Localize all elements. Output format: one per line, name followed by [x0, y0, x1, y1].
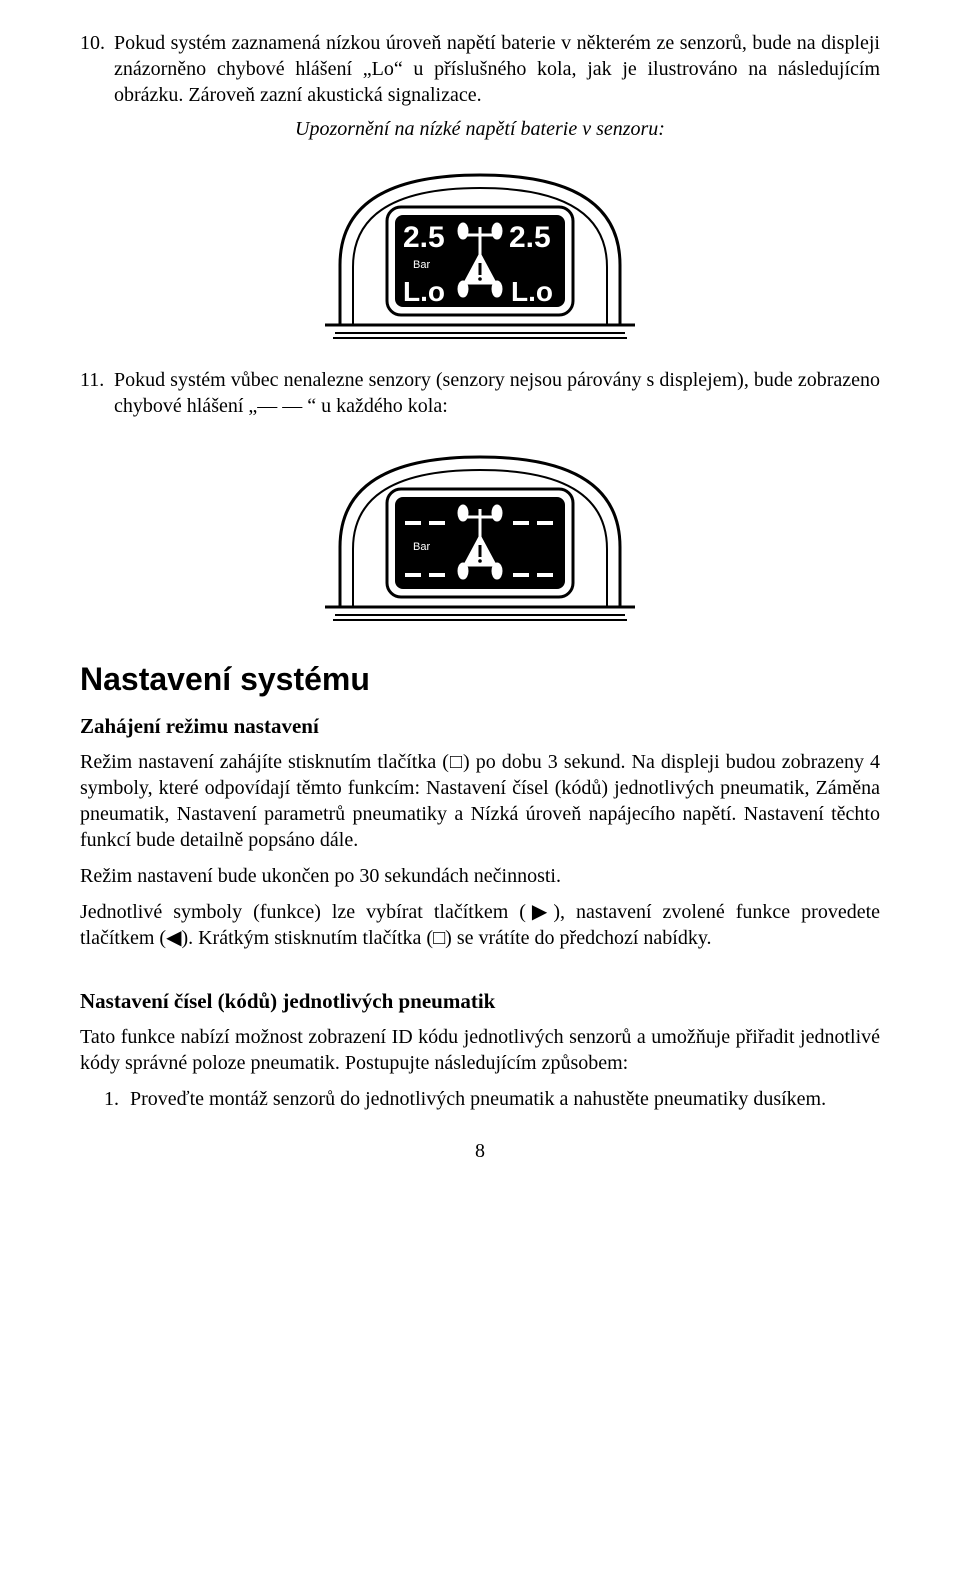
heading-nastaveni-systemu: Nastavení systému: [80, 661, 880, 698]
fig1-unit: Bar: [413, 259, 430, 271]
list-item-10: 10. Pokud systém zaznamená nízkou úroveň…: [80, 30, 880, 108]
fig1-tr: 2.5: [509, 221, 551, 254]
heading-zahajeni: Zahájení režimu nastavení: [80, 714, 880, 739]
fig1-tl: 2.5: [403, 221, 445, 254]
figure-caption-1: Upozornění na nízké napětí baterie v sen…: [80, 118, 880, 141]
paragraph: Jednotlivé symboly (funkce) lze vybírat …: [80, 899, 880, 951]
heading-nastaveni-cisel: Nastavení čísel (kódů) jednotlivých pneu…: [80, 989, 880, 1014]
list-text: Pokud systém vůbec nenalezne senzory (se…: [114, 367, 880, 419]
list-number: 10.: [80, 30, 114, 108]
fig1-bl: L.o: [403, 276, 445, 307]
list-text: Pokud systém zaznamená nízkou úroveň nap…: [114, 30, 880, 108]
paragraph: Režim nastavení zahájíte stisknutím tlač…: [80, 749, 880, 853]
list-item-11: 11. Pokud systém vůbec nenalezne senzory…: [80, 367, 880, 419]
paragraph: Tato funkce nabízí možnost zobrazení ID …: [80, 1024, 880, 1076]
sub-list-item-1: 1. Proveďte montáž senzorů do jednotlivý…: [104, 1086, 880, 1112]
fig1-br: L.o: [511, 276, 553, 307]
paragraph: Režim nastavení bude ukončen po 30 sekun…: [80, 863, 880, 889]
list-number: 1.: [104, 1086, 130, 1112]
fig2-unit: Bar: [413, 541, 430, 553]
page-number: 8: [80, 1140, 880, 1163]
list-text: Proveďte montáž senzorů do jednotlivých …: [130, 1086, 880, 1112]
list-number: 11.: [80, 367, 114, 419]
device-figure-lo: 2.5 2.5 Bar L.o L.o: [305, 155, 655, 345]
device-figure-dashes: Bar: [305, 437, 655, 627]
